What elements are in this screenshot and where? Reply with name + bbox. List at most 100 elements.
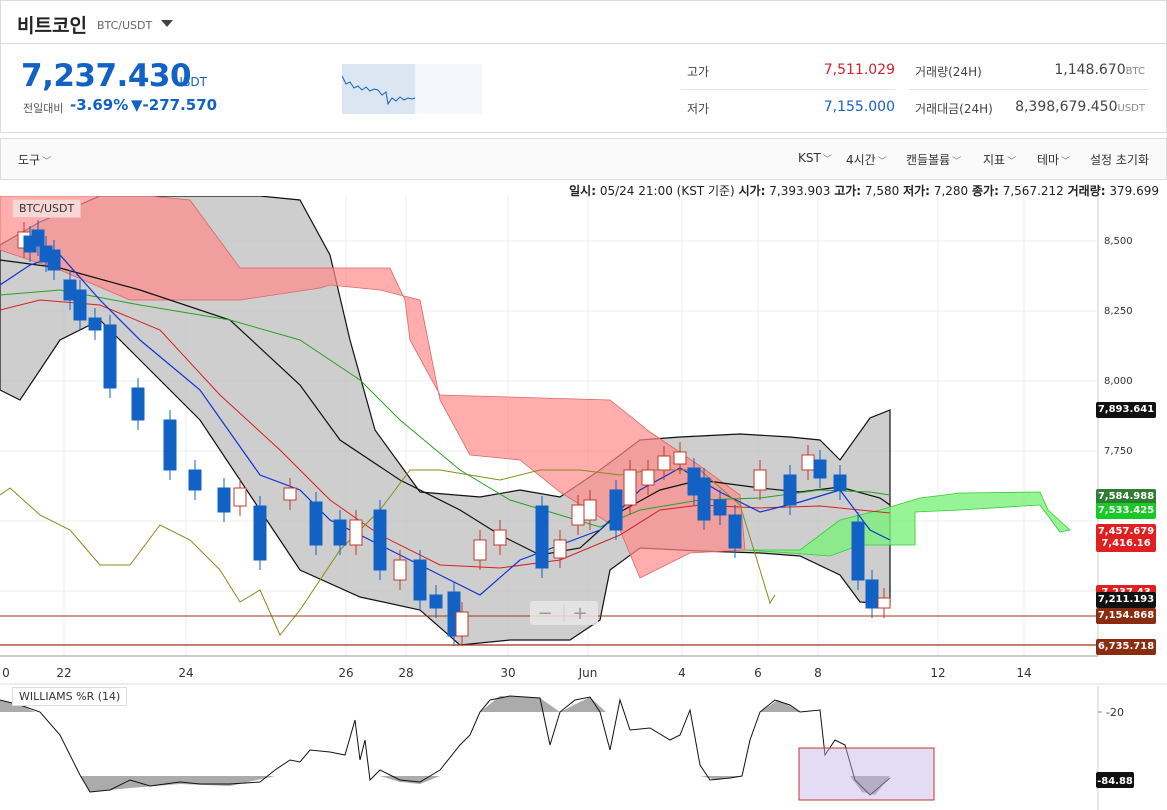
- price-tag: 7,211.193: [1096, 592, 1156, 608]
- candle-body: [413, 559, 427, 601]
- candle-body: [713, 499, 727, 516]
- mini-price-chart: [342, 64, 482, 114]
- williams-area-bottom: [80, 776, 890, 795]
- chevron-down-icon: ﹀: [952, 157, 962, 167]
- candle-body: [783, 474, 797, 506]
- open-label: 시가:: [738, 184, 766, 198]
- volume-unit: BTC: [1125, 66, 1145, 77]
- x-tick: 14: [1016, 666, 1031, 680]
- candle-body: [553, 539, 567, 559]
- candle-body: [833, 474, 847, 491]
- main-series-legend[interactable]: BTC/USDT: [12, 199, 82, 218]
- interval-label: 4시간: [846, 153, 876, 167]
- theme-menu[interactable]: 테마 ﹀: [1037, 151, 1070, 168]
- x-tick: 26: [338, 666, 353, 680]
- chevron-down-icon: ﹀: [1007, 157, 1017, 167]
- candle-body: [455, 611, 469, 637]
- y-axis-labels: 8,500 8,250 8,000 7,750: [1104, 236, 1133, 457]
- change-amount: ▼-277.570: [131, 96, 218, 114]
- zoom-in-button[interactable]: +: [572, 603, 587, 624]
- date-value: 05/24 21:00 (KST 기준): [599, 184, 735, 198]
- zoom-controls: − +: [530, 601, 598, 625]
- candle-body: [813, 459, 827, 479]
- x-tick: 4: [678, 666, 686, 680]
- x-tick: 0: [2, 666, 10, 680]
- candle-body: [673, 451, 687, 465]
- divider: [681, 89, 895, 90]
- close-label: 종가:: [972, 184, 999, 198]
- indicators-label: 지표: [983, 153, 1006, 167]
- candle-body: [609, 489, 623, 531]
- coin-header: 비트코인 BTC/USDT: [0, 0, 1167, 43]
- price-tag: 7,584.988: [1096, 489, 1156, 505]
- candle-body: [31, 229, 45, 247]
- candle-body: [349, 519, 363, 546]
- volume-value: 1,148.670: [1054, 62, 1126, 78]
- williams-r-legend[interactable]: WILLIAMS %R (14): [12, 687, 128, 706]
- price-tag: 6,735.718: [1096, 639, 1156, 655]
- candle-body: [188, 469, 202, 491]
- amount-unit: USDT: [1117, 103, 1145, 114]
- candle-body: [865, 579, 879, 609]
- candle-info-bar: 일시: 05/24 21:00 (KST 기준) 시가: 7,393.903 고…: [569, 182, 1159, 199]
- candle-body: [217, 487, 231, 513]
- x-tick: 30: [500, 666, 515, 680]
- coin-pair: BTC/USDT: [97, 19, 153, 32]
- timezone-menu[interactable]: KST ﹀: [798, 151, 832, 165]
- x-tick: 12: [930, 666, 945, 680]
- theme-label: 테마: [1037, 153, 1060, 167]
- price-tag: 7,154.868: [1096, 608, 1156, 624]
- candle-body: [47, 249, 61, 271]
- candle-body: [571, 504, 585, 526]
- zoom-out-button[interactable]: −: [537, 603, 552, 624]
- amount-value-wrap: 8,398,679.450USDT: [991, 99, 1145, 115]
- ma-line-blue: [0, 254, 891, 596]
- candle-body: [641, 469, 655, 486]
- high-label: 고가: [687, 65, 710, 79]
- candle-body: [583, 499, 597, 521]
- x-axis-labels: 0 22 24 26 28 30 Jun 4 6 8 12 14: [2, 666, 1031, 680]
- candle-body: [233, 487, 247, 507]
- candle-body: [163, 419, 177, 471]
- interval-menu[interactable]: 4시간 ﹀: [846, 151, 887, 168]
- candle-group: [17, 220, 891, 646]
- x-tick: 22: [56, 666, 71, 680]
- ma-line-green: [0, 289, 891, 528]
- candle-type-menu[interactable]: 캔들볼륨 ﹀: [906, 151, 961, 168]
- chart-toolbar: 도구 ﹀ KST ﹀ 4시간 ﹀ 캔들볼륨 ﹀ 지표 ﹀ 테마 ﹀ 설정 초기화: [0, 138, 1167, 180]
- candle-body: [493, 529, 507, 546]
- high-label: 고가:: [834, 184, 862, 198]
- price-tag: 7,416.16: [1096, 536, 1156, 552]
- indicators-menu[interactable]: 지표 ﹀: [983, 151, 1016, 168]
- candle-type-label: 캔들볼륨: [906, 153, 951, 167]
- candle-body: [309, 501, 323, 546]
- osc-value-tag-bg: [1096, 772, 1134, 788]
- x-tick: 24: [178, 666, 193, 680]
- current-price: 7,237.430: [21, 58, 192, 94]
- divider: [909, 89, 1149, 90]
- low-value: 7,155.000: [823, 99, 895, 115]
- price-chart[interactable]: 8,500 8,250 8,000 7,750 0 22 24 26 28 30…: [0, 196, 1167, 810]
- candle-body: [393, 559, 407, 581]
- candle-body: [851, 521, 865, 581]
- price-tag: 7,533.425: [1096, 503, 1156, 519]
- chevron-down-icon: ﹀: [1061, 157, 1071, 167]
- caret-down-icon[interactable]: [161, 20, 173, 27]
- price-tag: 7,893.641: [1096, 402, 1156, 418]
- change-label: 전일대비: [23, 102, 64, 115]
- x-tick: 28: [398, 666, 413, 680]
- williams-area-top: [0, 696, 800, 712]
- coin-name: 비트코인: [17, 15, 87, 37]
- candle-body: [877, 597, 891, 609]
- candle-body: [697, 477, 711, 521]
- x-tick: Jun: [578, 666, 598, 680]
- candle-body: [73, 289, 87, 321]
- change-rate: -3.69%: [70, 96, 129, 114]
- high-value: 7,580: [864, 184, 900, 198]
- y-tick: 8,250: [1104, 306, 1133, 317]
- candle-body: [131, 387, 145, 421]
- candle-body: [103, 324, 117, 389]
- y-tick: 8,000: [1104, 376, 1133, 387]
- tools-menu[interactable]: 도구 ﹀: [18, 151, 51, 168]
- reset-settings-button[interactable]: 설정 초기화: [1090, 153, 1150, 167]
